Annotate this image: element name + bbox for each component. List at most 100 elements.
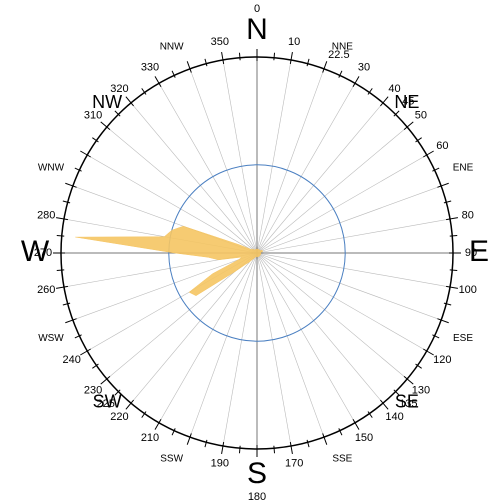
tick-mark (74, 167, 82, 172)
tick-mark (114, 110, 121, 117)
tick-mark (100, 376, 111, 385)
compass-label: WNW (38, 162, 65, 173)
angle-label: 120 (433, 354, 451, 366)
tick-mark (204, 58, 208, 67)
radial-line (256, 185, 442, 254)
angle-label: 320 (110, 83, 128, 95)
rose-area (75, 225, 264, 296)
tick-mark (367, 411, 373, 418)
angle-label: 140 (385, 411, 403, 423)
tick-mark (367, 88, 373, 95)
radial-line (256, 102, 384, 254)
tick-mark (415, 363, 422, 369)
tick-mark (92, 137, 99, 143)
angle-label: 230 (84, 384, 102, 396)
tick-mark (403, 376, 414, 385)
compass-label: NNE (332, 42, 353, 53)
tick-mark (380, 399, 389, 410)
tick-mark (273, 445, 276, 454)
radial-line (256, 154, 427, 254)
angle-label: 10 (288, 36, 300, 48)
angle-label: 150 (355, 432, 373, 444)
tick-mark (56, 269, 65, 272)
angle-label: 190 (211, 458, 229, 470)
tick-mark (186, 61, 192, 73)
tick-mark (238, 52, 241, 61)
tick-mark (338, 428, 343, 436)
tick-mark (306, 439, 310, 448)
radial-line (256, 83, 356, 254)
tick-mark (415, 137, 422, 143)
compass-label: S (247, 457, 267, 490)
radial-line (256, 126, 408, 254)
angle-label: 90 (465, 247, 477, 259)
tick-mark (289, 52, 293, 65)
radial-line (189, 68, 258, 254)
tick-mark (141, 88, 147, 95)
angle-label: 40 (388, 83, 400, 95)
radial-line (158, 252, 258, 423)
tick-mark (403, 121, 414, 130)
tick-mark (56, 217, 69, 221)
angle-label: 310 (84, 109, 102, 121)
angle-label: 22.5 (328, 49, 349, 61)
angle-label: 170 (285, 458, 303, 470)
compass-label: SSW (160, 454, 183, 465)
tick-mark (125, 399, 134, 410)
angle-label: 220 (110, 411, 128, 423)
compass-label: NW (92, 92, 122, 112)
radial-line (256, 59, 292, 254)
angle-label: 60 (436, 140, 448, 152)
radial-line (256, 252, 442, 321)
radial-line (189, 252, 258, 438)
tick-mark (56, 234, 65, 237)
angle-label: 80 (462, 210, 474, 222)
tick-mark (65, 318, 77, 324)
tick-mark (154, 76, 162, 87)
tick-mark (380, 96, 389, 107)
compass-label: SW (93, 392, 122, 412)
tick-mark (62, 200, 71, 204)
radial-line (256, 252, 292, 447)
angle-label: 135 (399, 398, 417, 410)
angle-label: 30 (358, 62, 370, 74)
radial-line (256, 218, 451, 254)
tick-mark (338, 70, 343, 78)
tick-mark (125, 96, 134, 107)
angle-label: 350 (211, 36, 229, 48)
compass-label: ENE (453, 162, 474, 173)
compass-label: W (21, 235, 50, 268)
tick-mark (221, 441, 225, 454)
tick-mark (80, 150, 91, 158)
tick-mark (56, 285, 69, 289)
angle-label: 45 (402, 96, 414, 108)
angle-label: 130 (412, 384, 430, 396)
compass-label: NNW (160, 42, 184, 53)
radial-line (158, 83, 258, 254)
angle-label: 210 (141, 432, 159, 444)
tick-mark (445, 217, 458, 221)
tick-mark (443, 200, 452, 204)
angle-label: 225 (96, 398, 114, 410)
radial-line (72, 252, 258, 321)
angle-label: 260 (37, 284, 55, 296)
tick-mark (445, 285, 458, 289)
radial-line (106, 252, 258, 380)
compass-label: ESE (453, 333, 473, 344)
compass-label: E (469, 235, 489, 268)
angle-label: 240 (62, 354, 80, 366)
tick-mark (74, 334, 82, 339)
tick-mark (171, 428, 176, 436)
radial-line (256, 252, 408, 380)
tick-mark (432, 167, 440, 172)
radial-line (256, 252, 325, 438)
compass-label: N (246, 13, 268, 46)
tick-mark (65, 182, 77, 188)
radial-line (256, 252, 356, 423)
radial-line (130, 252, 258, 404)
tick-mark (221, 52, 225, 65)
radial-line (222, 252, 258, 447)
tick-mark (100, 121, 111, 130)
tick-mark (306, 58, 310, 67)
